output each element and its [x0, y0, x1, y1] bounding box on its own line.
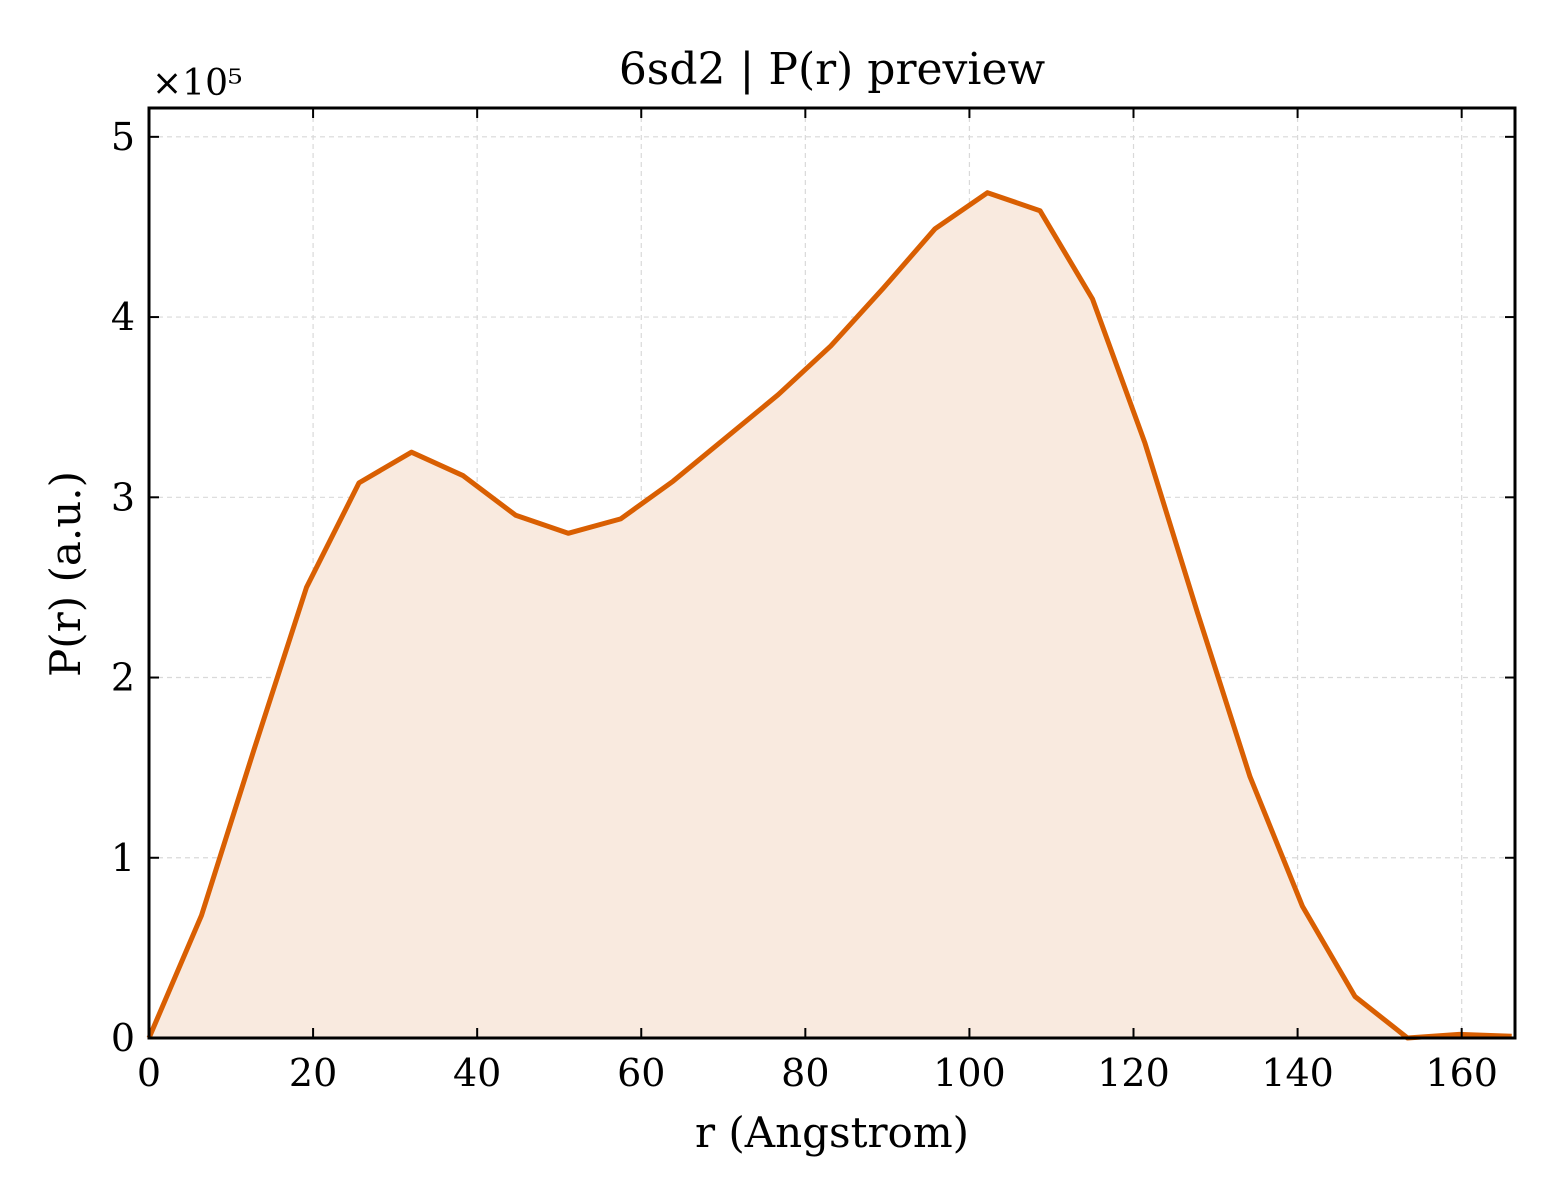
y-multiplier-label: ×10⁵	[152, 63, 242, 104]
x-tick-label: 0	[137, 1051, 161, 1095]
x-tick-label: 40	[453, 1051, 501, 1095]
x-tick-label: 60	[617, 1051, 665, 1095]
tick-layer: 0 20 40 60 80 100 120 140 160 0 1 2 3 4 5	[111, 108, 1515, 1095]
chart-title: 6sd2 | P(r) preview	[619, 44, 1046, 95]
series-area-fill	[149, 192, 1512, 1038]
plot-frame	[147, 106, 1517, 1040]
series-layer	[146, 190, 1512, 1041]
y-tick-label: 3	[111, 475, 135, 519]
y-tick-label: 0	[111, 1016, 135, 1060]
y-tick-label: 1	[111, 836, 135, 880]
y-tick-label: 5	[111, 115, 135, 159]
y-axis-title: P(r) (a.u.)	[41, 471, 90, 677]
x-tick-label: 20	[289, 1051, 337, 1095]
x-axis-title: r (Angstrom)	[695, 1108, 969, 1157]
x-tick-label: 160	[1425, 1051, 1498, 1095]
x-tick-label: 80	[781, 1051, 829, 1095]
x-tick-label: 100	[933, 1051, 1006, 1095]
y-tick-label: 4	[111, 295, 135, 339]
x-tick-label: 140	[1261, 1051, 1334, 1095]
y-tick-label: 2	[111, 656, 135, 700]
x-tick-label: 120	[1097, 1051, 1170, 1095]
